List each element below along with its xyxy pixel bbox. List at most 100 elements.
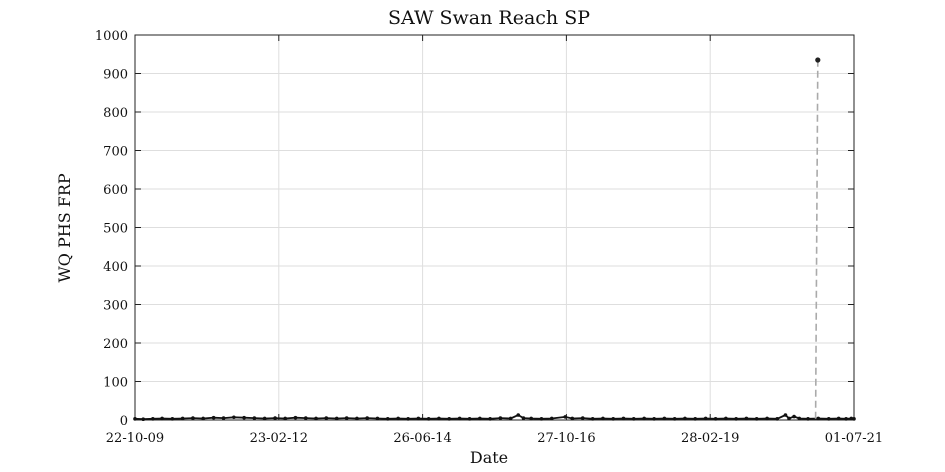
data-point: [447, 417, 452, 421]
data-point: [416, 416, 421, 421]
data-point: [590, 417, 595, 421]
y-tick-label: 400: [103, 260, 128, 275]
data-point: [563, 415, 568, 419]
data-point: [293, 415, 298, 420]
data-point: [787, 416, 791, 421]
data-point: [151, 417, 155, 421]
data-point: [324, 416, 329, 420]
x-tick-label: 28-02-19: [681, 431, 739, 446]
x-tick-label: 27-10-16: [537, 431, 595, 446]
y-axis-label: WQ PHS FRP: [55, 173, 74, 283]
tick-layer: 22-10-09 23-02-12 26-06-14 27-10-16 28-02-19…: [95, 29, 883, 446]
data-point: [849, 416, 854, 421]
data-point: [334, 416, 339, 421]
y-tick-label: 800: [103, 106, 128, 121]
x-tick-label: 22-10-09: [106, 431, 164, 446]
data-point: [852, 417, 856, 421]
y-tick-label: 300: [103, 299, 128, 314]
data-point: [529, 416, 534, 421]
data-point: [180, 416, 185, 421]
data-point: [516, 413, 521, 417]
x-tick-label: 23-02-12: [250, 431, 308, 446]
data-point: [314, 416, 318, 421]
data-point: [806, 417, 810, 421]
black-series-line: [134, 413, 855, 421]
data-point: [170, 417, 175, 421]
data-point: [242, 415, 246, 420]
data-point: [457, 416, 462, 421]
gray-dashed-series-line: [814, 59, 819, 419]
data-point: [797, 416, 802, 421]
data-point: [724, 416, 728, 421]
data-point: [826, 417, 831, 421]
data-point: [539, 417, 544, 421]
y-tick-label: 1000: [95, 29, 128, 44]
data-point: [252, 416, 257, 420]
data-point: [611, 417, 616, 421]
data-point: [844, 417, 848, 421]
data-point: [508, 416, 513, 421]
data-point: [836, 416, 841, 421]
data-point: [488, 417, 492, 421]
series-layer: [133, 57, 856, 422]
y-tick-label: 100: [103, 376, 128, 391]
data-point: [683, 416, 687, 421]
data-point: [406, 417, 410, 421]
data-point: [642, 416, 646, 421]
data-point: [783, 413, 788, 417]
data-point: [221, 416, 226, 420]
data-point: [160, 416, 164, 421]
data-point: [437, 416, 441, 421]
x-tick-label: 26-06-14: [393, 431, 451, 446]
data-point: [744, 416, 749, 421]
data-point: [133, 417, 137, 421]
y-tick-label: 900: [103, 68, 128, 83]
data-point: [734, 417, 738, 421]
x-axis-label: Date: [470, 448, 508, 467]
data-point: [652, 417, 656, 421]
chart-title: SAW Swan Reach SP: [388, 7, 590, 29]
data-point: [426, 417, 431, 421]
data-point: [396, 416, 400, 421]
data-point: [355, 416, 359, 421]
data-point: [703, 416, 708, 421]
data-point: [601, 416, 605, 421]
data-point: [570, 416, 575, 421]
data-point: [792, 414, 796, 419]
data-point: [816, 416, 821, 421]
data-point: [262, 416, 267, 421]
data-point: [478, 416, 482, 421]
data-point: [273, 416, 277, 420]
data-point: [283, 416, 287, 421]
grid-layer: [134, 34, 855, 421]
data-point: [754, 417, 759, 421]
data-point: [191, 416, 195, 420]
data-point: [693, 417, 698, 421]
data-point: [211, 415, 216, 420]
data-point: [713, 417, 718, 421]
data-point: [141, 417, 146, 422]
data-point: [631, 417, 636, 421]
data-point: [232, 415, 236, 420]
y-tick-label: 500: [103, 222, 128, 237]
y-tick-label: 600: [103, 183, 128, 198]
data-point: [775, 417, 780, 421]
data-point: [765, 416, 769, 421]
data-point: [621, 416, 626, 421]
data-point: [467, 417, 472, 421]
data-point: [303, 416, 308, 420]
data-point: [662, 416, 667, 421]
data-point: [201, 416, 205, 421]
y-tick-label: 200: [103, 337, 128, 352]
data-point: [672, 417, 677, 421]
data-point: [365, 416, 370, 420]
data-point: [521, 416, 526, 420]
y-tick-label: 0: [120, 414, 128, 429]
data-point: [815, 57, 821, 63]
y-tick-label: 700: [103, 145, 128, 160]
data-point: [549, 416, 554, 421]
data-point: [385, 417, 390, 421]
data-point: [498, 416, 503, 420]
data-point: [375, 416, 380, 421]
